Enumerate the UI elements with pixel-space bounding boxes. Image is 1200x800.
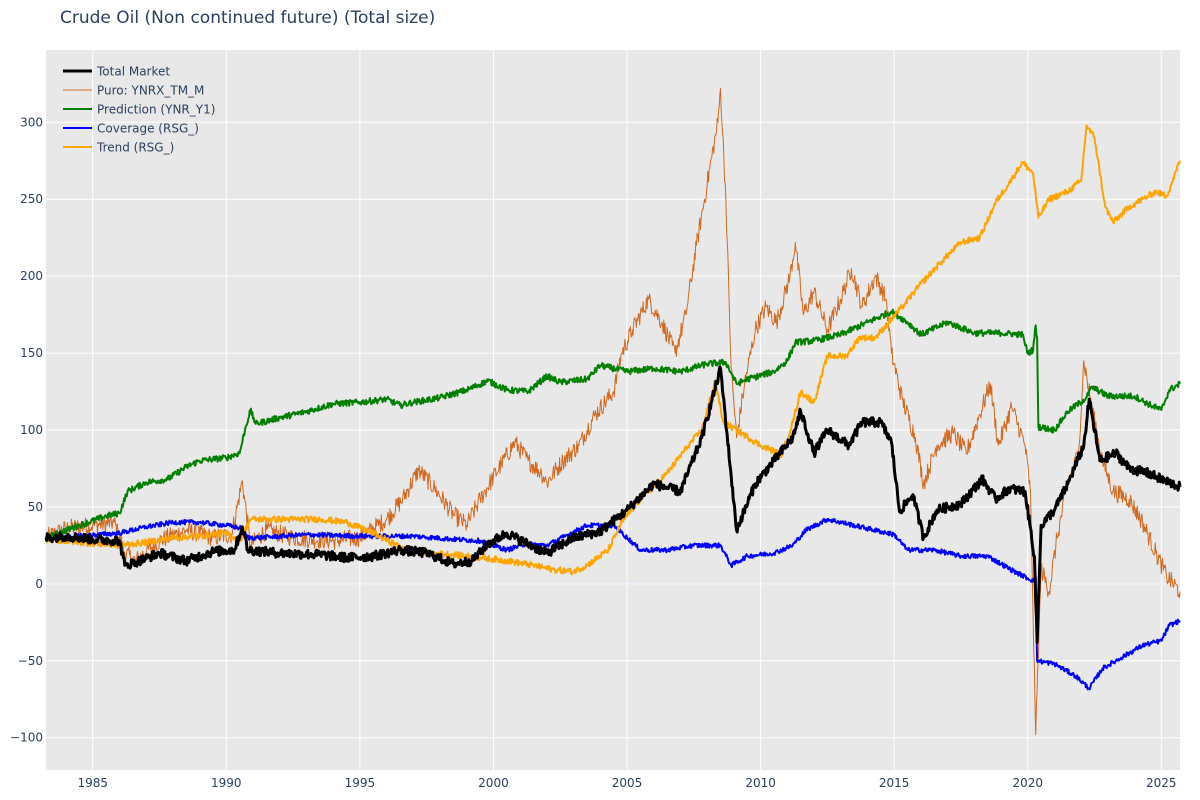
legend: Total Market Puro: YNRX_TM_M Prediction (Y… [63, 65, 215, 155]
legend-label: Coverage (RSG_) [97, 122, 199, 136]
x-tick-label: 1990 [211, 776, 242, 790]
x-tick-label: 2005 [612, 776, 643, 790]
x-tick-label: 1995 [345, 776, 376, 790]
gridlines [46, 50, 1180, 770]
x-tick-label: 2000 [478, 776, 509, 790]
y-tick-label: 100 [20, 423, 43, 437]
legend-label: Prediction (YNR_Y1) [97, 103, 215, 117]
legend-label: Puro: YNRX_TM_M [97, 84, 204, 98]
x-tick-label: 2025 [1146, 776, 1177, 790]
x-tick-label: 2020 [1012, 776, 1043, 790]
series-group [44, 88, 1182, 736]
legend-label: Trend (RSG_) [96, 141, 174, 155]
y-tick-label: −50 [18, 654, 43, 668]
series-line-trend-rsg[interactable] [45, 124, 1181, 576]
y-tick-label: 300 [20, 115, 43, 129]
series-line-total-market[interactable] [44, 365, 1182, 644]
y-tick-label: 50 [28, 500, 43, 514]
legend-item[interactable]: Total Market [63, 65, 170, 79]
y-tick-label: −100 [10, 731, 43, 745]
y-tick-label: 0 [35, 577, 43, 591]
y-tick-label: 250 [20, 192, 43, 206]
y-axis: −100 −50 0 50 100 150 200 250 300 [10, 115, 43, 744]
legend-item[interactable]: Coverage (RSG_) [63, 122, 199, 136]
x-axis: 1985 1990 1995 2000 2005 2010 2015 2020 2025 [77, 776, 1176, 790]
x-tick-label: 2010 [745, 776, 776, 790]
x-tick-label: 1985 [77, 776, 108, 790]
series-line-prediction-ynr-y1[interactable] [45, 308, 1181, 540]
x-tick-label: 2015 [879, 776, 910, 790]
legend-item[interactable]: Puro: YNRX_TM_M [63, 84, 204, 98]
legend-label: Total Market [96, 65, 170, 79]
plot-area [46, 50, 1180, 770]
legend-item[interactable]: Prediction (YNR_Y1) [63, 103, 215, 117]
y-tick-label: 150 [20, 346, 43, 360]
legend-item[interactable]: Trend (RSG_) [63, 141, 174, 155]
chart-title: Crude Oil (Non continued future) (Total … [60, 8, 436, 28]
y-tick-label: 200 [20, 269, 43, 283]
